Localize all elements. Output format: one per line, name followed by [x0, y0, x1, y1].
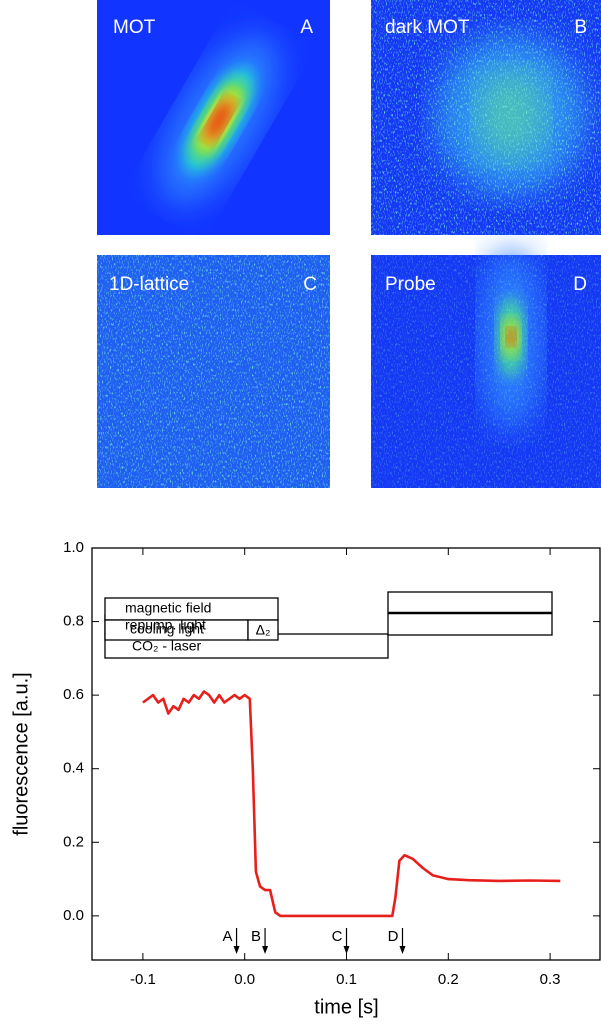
y-tick-label: 0.4: [63, 760, 84, 777]
timing-label: magnetic field: [125, 600, 211, 616]
y-tick-label: 0.2: [63, 833, 84, 850]
y-tick-label: 1.0: [63, 539, 84, 556]
x-tick-label: 0.1: [336, 971, 357, 988]
y-axis-title: fluorescence [a.u.]: [10, 672, 32, 835]
marker-label: B: [251, 928, 261, 945]
x-tick-label: 0.0: [234, 971, 255, 988]
panel-letter: C: [303, 274, 317, 295]
marker-label: D: [388, 928, 399, 945]
panel-letter: A: [300, 17, 313, 38]
panel-letter: B: [574, 17, 587, 38]
panel-label: MOT: [113, 17, 156, 38]
image-panel: MOT A: [97, 0, 330, 235]
x-axis-title: time [s]: [314, 996, 378, 1018]
data-line: [142, 690, 561, 918]
image-panels: MOT A dark MOT B 1D-lattice C Probe D: [97, 0, 601, 488]
marker-label: C: [332, 928, 343, 945]
image-panel: dark MOT B: [371, 0, 601, 235]
image-panel: Probe D: [371, 250, 601, 488]
marker-arrowhead: [262, 946, 269, 954]
image-panel: 1D-lattice C: [97, 255, 330, 488]
panel-label: 1D-lattice: [109, 274, 189, 295]
panel-label: dark MOT: [385, 17, 470, 38]
timing-label: CO₂ - laser: [132, 638, 202, 654]
panel-letter: D: [573, 274, 587, 295]
marker-arrowhead: [399, 946, 406, 954]
y-tick-label: 0.0: [63, 907, 84, 924]
timing-label: cooling light: [130, 621, 204, 637]
x-tick-label: 0.3: [540, 971, 561, 988]
timing-label: repump. light: [125, 617, 206, 633]
marker-arrowhead: [343, 946, 350, 954]
y-tick-label: 0.6: [63, 686, 84, 703]
timing-diagram: magnetic field cooling light Δ₂ repump. …: [104, 591, 553, 659]
timing-label: Δ₂: [256, 622, 271, 638]
x-tick-label: 0.2: [438, 971, 459, 988]
marker-label: A: [223, 928, 233, 945]
marker-arrowhead: [233, 946, 240, 954]
y-tick-label: 0.8: [63, 613, 84, 630]
panel-label: Probe: [385, 274, 436, 295]
x-tick-label: -0.1: [130, 971, 156, 988]
